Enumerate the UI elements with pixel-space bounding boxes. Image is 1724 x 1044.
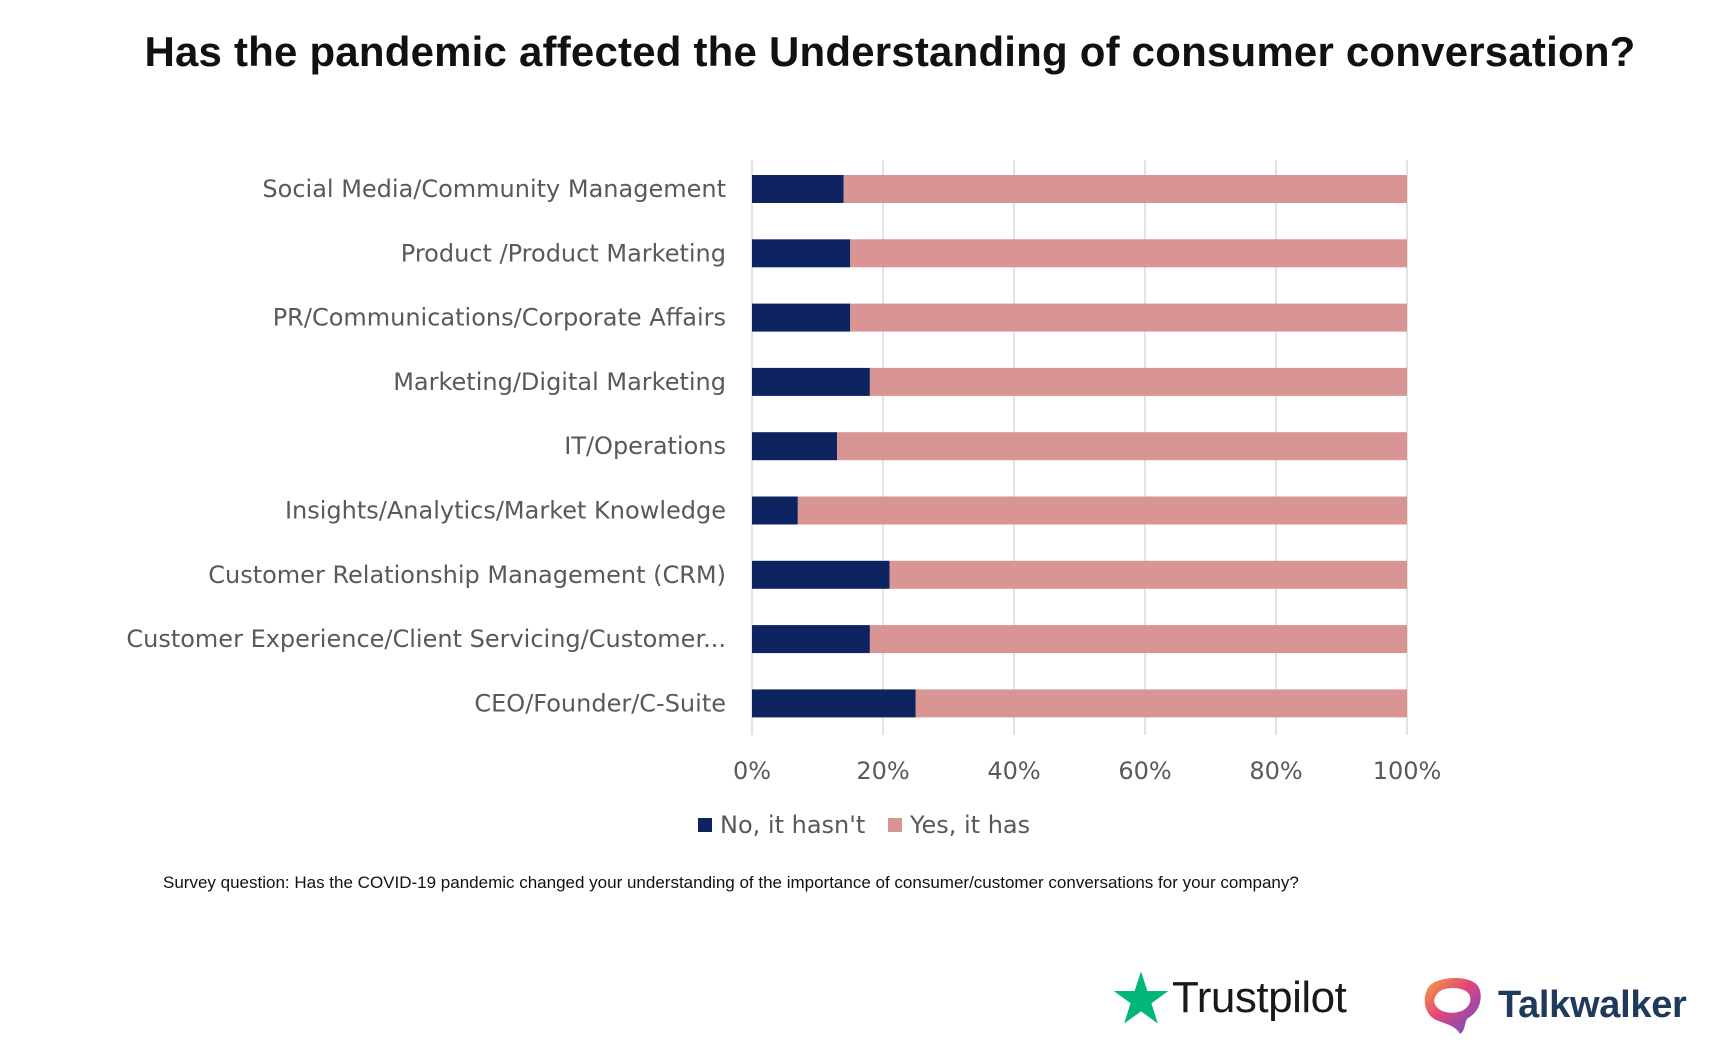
category-label: PR/Communications/Corporate Affairs <box>273 304 726 332</box>
bar-no-it-hasnt <box>752 496 798 525</box>
x-tick-label: 80% <box>1249 757 1302 785</box>
category-label: Social Media/Community Management <box>262 175 726 203</box>
x-tick-label: 0% <box>733 757 771 785</box>
trustpilot-logo: Trustpilot <box>1112 968 1347 1028</box>
bar-no-it-hasnt <box>752 303 851 332</box>
trustpilot-star-icon <box>1113 971 1169 1024</box>
legend-label-no: No, it hasn't <box>720 811 865 839</box>
x-axis-ticks: 0% 20% 40% 60% 80% 100% <box>733 757 1441 785</box>
bar-yes-it-has <box>889 560 1407 589</box>
talkwalker-wordmark: Talkwalker <box>1498 983 1687 1026</box>
bar-yes-it-has <box>915 689 1407 718</box>
bar-yes-it-has <box>797 496 1407 525</box>
category-label: Customer Experience/Client Servicing/Cus… <box>126 625 726 653</box>
legend-swatch-yes <box>888 818 902 832</box>
bar-yes-it-has <box>850 239 1407 268</box>
bar-no-it-hasnt <box>752 625 870 654</box>
category-label: IT/Operations <box>564 432 726 460</box>
bar-yes-it-has <box>843 175 1407 203</box>
chart-title: Has the pandemic affected the Understand… <box>144 28 1636 75</box>
x-tick-label: 40% <box>987 757 1040 785</box>
talkwalker-logo: Talkwalker <box>1420 974 1687 1036</box>
legend-swatch-no <box>698 818 712 832</box>
bar-yes-it-has <box>869 625 1407 654</box>
category-label: Insights/Analytics/Market Knowledge <box>285 497 726 525</box>
category-labels: Social Media/Community Management Product… <box>126 175 726 717</box>
talkwalker-speech-bubble-icon <box>1424 977 1481 1034</box>
bar-no-it-hasnt <box>752 432 838 461</box>
x-tick-label: 20% <box>856 757 909 785</box>
bar-no-it-hasnt <box>752 367 870 396</box>
x-tick-label: 60% <box>1118 757 1171 785</box>
bar-yes-it-has <box>869 367 1407 396</box>
category-label: Product /Product Marketing <box>401 239 726 267</box>
category-label: Customer Relationship Management (CRM) <box>208 561 726 589</box>
x-tick-label: 100% <box>1373 757 1442 785</box>
bars <box>752 175 1407 718</box>
category-label: Marketing/Digital Marketing <box>393 368 726 396</box>
trustpilot-wordmark: Trustpilot <box>1172 973 1347 1022</box>
bar-no-it-hasnt <box>752 689 916 718</box>
legend: No, it hasn't Yes, it has <box>698 811 1030 839</box>
bar-no-it-hasnt <box>752 560 890 589</box>
bar-no-it-hasnt <box>752 239 851 268</box>
bar-yes-it-has <box>837 432 1407 461</box>
bar-yes-it-has <box>850 303 1407 332</box>
bar-no-it-hasnt <box>752 175 844 203</box>
survey-question-footnote: Survey question: Has the COVID-19 pandem… <box>163 873 1299 892</box>
legend-label-yes: Yes, it has <box>909 811 1030 839</box>
category-label: CEO/Founder/C-Suite <box>474 689 726 717</box>
